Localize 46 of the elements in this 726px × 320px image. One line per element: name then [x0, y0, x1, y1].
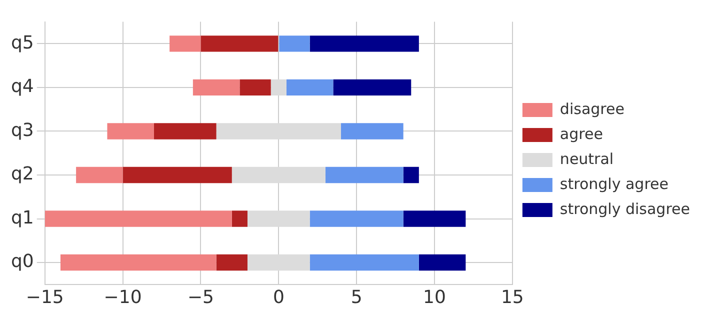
y-tick-label: q2 [10, 164, 34, 185]
bar [44, 210, 232, 227]
bar [232, 210, 248, 227]
bar [247, 254, 310, 271]
x-tick-label: −15 [26, 286, 64, 308]
bar [60, 254, 216, 271]
x-tick-label: 10 [423, 286, 446, 308]
y-tick-label: q0 [10, 251, 34, 272]
x-tick-label: 0 [272, 286, 284, 308]
legend-label: strongly disagree [560, 200, 690, 218]
bar [107, 123, 154, 140]
bar [247, 210, 310, 227]
bar [403, 166, 419, 184]
bar [240, 79, 271, 96]
bar [192, 79, 240, 96]
y-tick-label: q3 [10, 120, 34, 141]
bar [216, 123, 341, 140]
legend-label: strongly agree [560, 174, 668, 193]
bar [122, 166, 232, 184]
y-tick-label: q5 [10, 32, 34, 54]
bar [310, 254, 419, 271]
x-tick-label: 5 [350, 286, 362, 308]
x-tick-label: 15 [500, 286, 524, 308]
y-tick-label: q1 [10, 207, 34, 228]
x-tick-label: −10 [104, 286, 142, 308]
bar [286, 79, 334, 96]
legend-label: disagree [560, 100, 624, 118]
bar [333, 79, 412, 96]
bar [216, 254, 248, 271]
bar [232, 166, 326, 184]
bar [418, 254, 466, 271]
bar [310, 210, 404, 227]
bar [403, 210, 466, 227]
bar [310, 36, 419, 52]
legend-label: agree [560, 124, 603, 143]
x-tick-label: −5 [187, 286, 214, 308]
bar [341, 123, 404, 140]
bar [270, 79, 286, 96]
bar [76, 166, 123, 184]
legend-label: neutral [560, 150, 614, 168]
y-tick-label: q4 [10, 76, 34, 98]
bar [279, 36, 310, 52]
bar [170, 36, 201, 52]
bar [154, 123, 216, 140]
bar [325, 166, 404, 184]
bar [200, 36, 278, 52]
